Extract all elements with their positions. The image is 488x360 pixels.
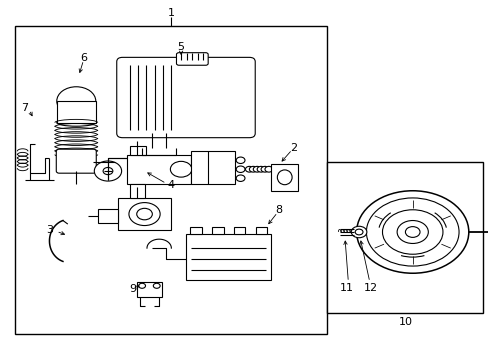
Circle shape [245, 166, 253, 172]
Text: 11: 11 [339, 283, 353, 293]
Circle shape [354, 229, 362, 235]
Text: 12: 12 [364, 283, 378, 293]
Bar [271, 164, 298, 191]
Bar [15, 26, 327, 334]
FancyBboxPatch shape [117, 57, 255, 138]
Text: 10: 10 [398, 317, 411, 327]
Text: 7: 7 [21, 103, 29, 113]
Circle shape [382, 210, 442, 254]
Circle shape [236, 157, 244, 163]
Ellipse shape [57, 119, 96, 126]
FancyBboxPatch shape [176, 53, 208, 65]
Text: 9: 9 [128, 284, 136, 294]
FancyBboxPatch shape [56, 149, 96, 173]
Circle shape [153, 283, 160, 288]
Circle shape [103, 167, 113, 175]
Circle shape [139, 283, 145, 288]
Circle shape [57, 87, 96, 116]
Bar [130, 146, 145, 155]
Circle shape [366, 198, 458, 266]
Bar [233, 227, 245, 234]
Bar [127, 155, 190, 184]
Text: 3: 3 [46, 225, 53, 235]
Bar [118, 198, 171, 230]
Bar [185, 234, 271, 280]
Text: 1: 1 [167, 8, 175, 18]
Circle shape [129, 203, 160, 226]
Circle shape [396, 221, 427, 243]
Circle shape [137, 208, 152, 220]
Circle shape [170, 161, 191, 177]
Circle shape [264, 166, 272, 172]
Bar [130, 184, 144, 198]
Bar [327, 162, 483, 313]
Circle shape [356, 191, 468, 273]
Bar [57, 101, 96, 123]
Bar [211, 227, 223, 234]
Bar [255, 227, 267, 234]
Ellipse shape [277, 170, 291, 185]
Bar [98, 209, 118, 223]
Text: 2: 2 [289, 143, 296, 153]
Bar [189, 227, 201, 234]
Circle shape [94, 161, 122, 181]
Circle shape [261, 166, 268, 172]
Circle shape [257, 166, 264, 172]
Circle shape [236, 175, 244, 181]
Text: 5: 5 [177, 42, 184, 52]
Circle shape [236, 166, 244, 172]
Text: 4: 4 [167, 180, 175, 190]
Circle shape [249, 166, 257, 172]
Text: 6: 6 [80, 53, 87, 63]
Text: 8: 8 [275, 206, 282, 216]
Bar [137, 282, 161, 297]
Bar [190, 151, 234, 184]
Circle shape [350, 226, 366, 238]
Circle shape [253, 166, 261, 172]
Circle shape [405, 226, 419, 237]
